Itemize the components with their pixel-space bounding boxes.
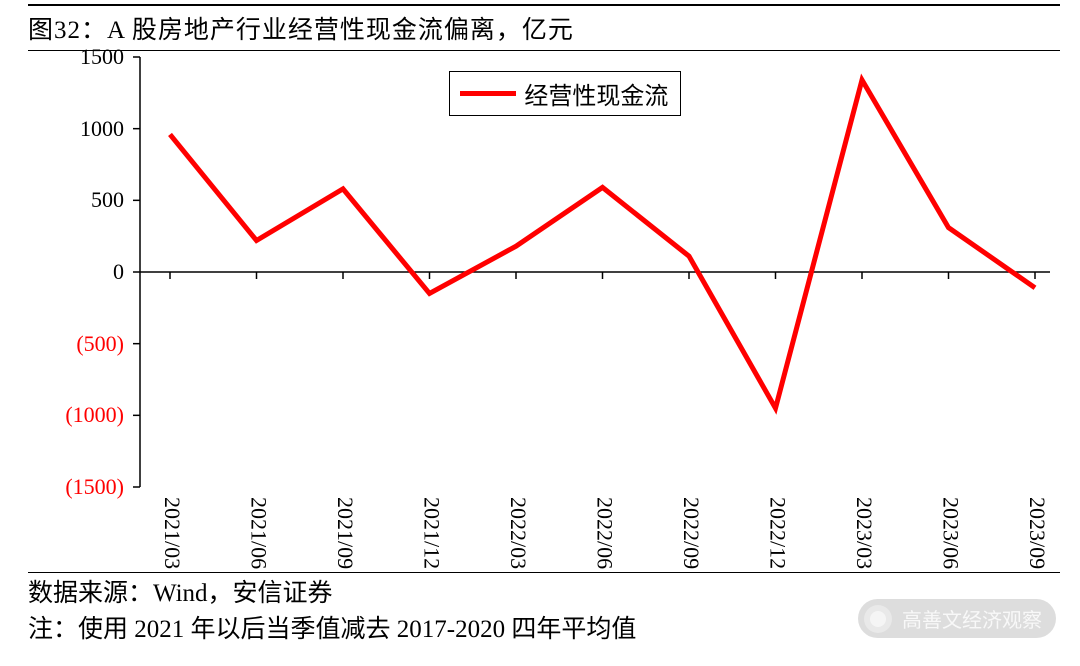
y-tick-label: 1000 — [28, 116, 124, 142]
x-tick-label: 2021/06 — [246, 497, 272, 569]
x-tick-label: 2022/12 — [765, 497, 791, 569]
y-tick-label: (1500) — [28, 474, 124, 500]
x-axis: 2021/03 2021/06 2021/09 2021/12 2022/03 2022/… — [140, 487, 1050, 577]
chart-area: 150010005000(500)(1000)(1500) 经营性现金流 202… — [28, 57, 1060, 557]
x-tick-label: 2023/09 — [1024, 497, 1050, 569]
line-chart-svg — [140, 57, 1050, 487]
chart-title: 图32：A 股房地产行业经营性现金流偏离，亿元 — [28, 4, 1060, 51]
y-axis: 150010005000(500)(1000)(1500) — [28, 57, 138, 487]
x-tick-label: 2023/06 — [938, 497, 964, 569]
x-tick-label: 2022/09 — [678, 497, 704, 569]
x-tick-label: 2022/06 — [592, 497, 618, 569]
legend-label: 经营性现金流 — [524, 76, 668, 111]
y-tick-label: (1000) — [28, 402, 124, 428]
plot-area: 经营性现金流 — [140, 57, 1050, 487]
y-tick-label: (500) — [28, 331, 124, 357]
x-tick-label: 2023/03 — [851, 497, 877, 569]
series-line — [170, 80, 1035, 408]
x-tick-label: 2021/12 — [419, 497, 445, 569]
legend: 经营性现金流 — [449, 71, 681, 116]
legend-line-swatch — [460, 91, 516, 96]
x-tick-label: 2022/03 — [505, 497, 531, 569]
watermark: 高善文经济观察 — [858, 599, 1056, 638]
x-tick-label: 2021/03 — [159, 497, 185, 569]
y-tick-label: 500 — [28, 187, 124, 213]
y-tick-label: 0 — [28, 259, 124, 285]
watermark-text: 高善文经济观察 — [902, 604, 1042, 633]
x-tick-label: 2021/09 — [332, 497, 358, 569]
y-tick-label: 1500 — [28, 44, 124, 70]
wechat-icon — [864, 605, 892, 633]
figure-container: 图32：A 股房地产行业经营性现金流偏离，亿元 1500 1000 500 0 (500… — [0, 0, 1080, 666]
